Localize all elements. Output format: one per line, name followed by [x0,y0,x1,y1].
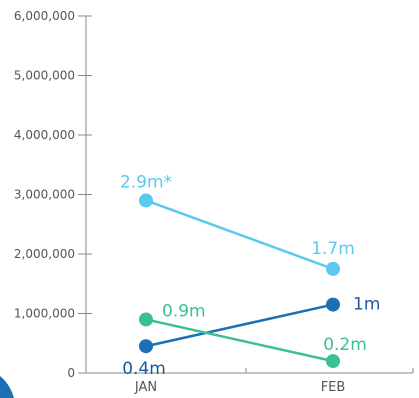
corner-decoration [0,376,14,398]
data-point [139,193,153,208]
data-point [326,297,340,312]
x-tick-label: FEB [321,380,346,395]
y-tick-label: 5,000,000 [14,69,75,83]
x-tick-label: JAN [134,380,157,395]
data-point [326,261,340,276]
y-tick-label: 3,000,000 [14,188,75,202]
y-tick-label: 6,000,000 [14,9,75,23]
data-point [139,339,153,354]
data-label: 0.2m [323,335,367,355]
y-tick-label: 4,000,000 [14,128,75,142]
data-label: 2.9m* [120,172,172,192]
series-line [145,303,334,348]
series-0: 2.9m* 1.7m [120,172,355,276]
data-point [326,354,340,369]
data-point [139,312,153,327]
series-2: 0.9m 0.2m [139,301,367,369]
y-tick-label: 1,000,000 [14,307,75,321]
series-line [145,199,334,271]
series-1: 0.4m 1m [122,295,380,380]
series-line [145,318,334,363]
y-tick-label: 0 [67,366,75,380]
data-label: 1m [353,295,380,315]
data-label: 1.7m [311,239,355,259]
series-layer: 2.9m* 1.7m 0.4m 1m 0.9m 0.2m [120,172,380,379]
data-label: 0.9m [162,301,206,321]
axes: 0 1,000,000 2,000,000 3,000,000 4,000,000 5,0… [14,9,414,395]
y-tick-label: 2,000,000 [14,247,75,261]
data-label: 0.4m [122,359,166,379]
